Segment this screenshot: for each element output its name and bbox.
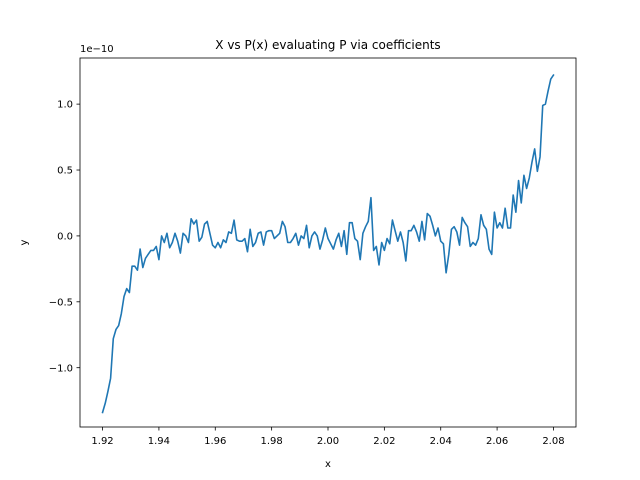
y-tick-label: −0.5 (49, 297, 73, 308)
x-tick-label: 1.92 (91, 436, 113, 447)
x-tick-label: 2.08 (542, 436, 564, 447)
y-tick-label: 1.0 (57, 100, 73, 111)
x-tick-label: 1.98 (261, 436, 283, 447)
plot-area (80, 58, 576, 427)
x-tick-label: 2.02 (373, 436, 395, 447)
x-axis-ticks: 1.92 1.94 1.96 1.98 2.00 2.02 2.04 2.06 2.08 (91, 427, 565, 447)
x-axis-label: x (325, 459, 331, 470)
data-layer (101, 74, 555, 414)
x-tick-label: 2.06 (486, 436, 508, 447)
series-line (101, 74, 555, 414)
y-tick-label: −1.0 (49, 363, 73, 374)
x-tick-label: 1.96 (204, 436, 226, 447)
y-tick-label: 0.5 (57, 166, 73, 177)
x-tick-label: 2.04 (430, 436, 452, 447)
x-tick-label: 1.94 (148, 436, 170, 447)
x-tick-label: 2.00 (317, 436, 339, 447)
y-axis-label: y (19, 239, 30, 245)
y-tick-label: 0.0 (57, 232, 73, 243)
y-axis-offset-text: 1e−10 (80, 44, 114, 55)
y-axis-ticks: −1.0 −0.5 0.0 0.5 1.0 (49, 100, 80, 374)
chart-title: X vs P(x) evaluating P via coefficients (215, 38, 440, 52)
